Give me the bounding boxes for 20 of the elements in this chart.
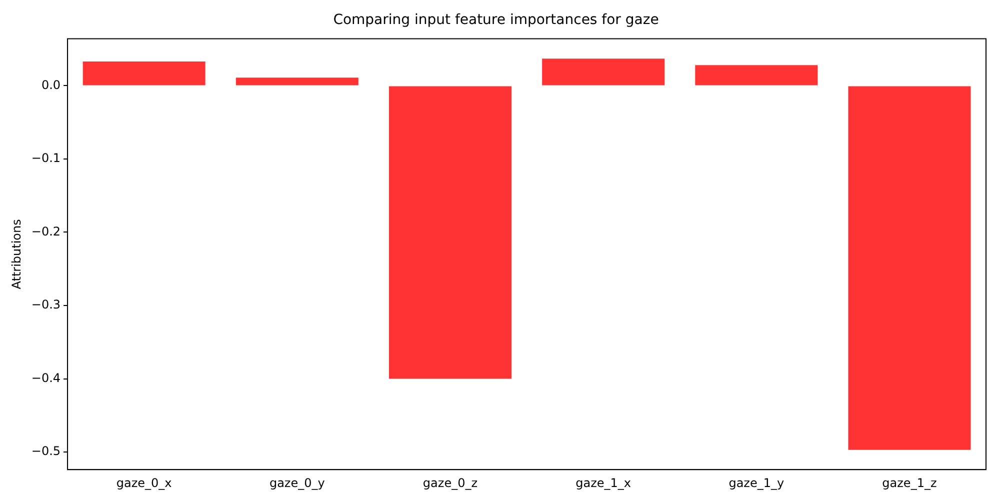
y-tick-label: −0.2 — [31, 224, 61, 238]
x-tick-label: gaze_0_z — [422, 476, 478, 490]
y-axis-title: Attributions — [9, 219, 24, 290]
x-tick-label: gaze_0_x — [116, 476, 172, 490]
y-tick-label: 0.0 — [41, 78, 61, 92]
bar — [82, 62, 206, 86]
bar — [848, 86, 971, 450]
bar — [542, 58, 665, 86]
x-tick-label: gaze_1_x — [576, 476, 632, 490]
y-tick-label: −0.5 — [31, 444, 61, 458]
y-tick-label: −0.4 — [31, 370, 61, 385]
bar — [236, 78, 358, 86]
x-tick-label: gaze_1_y — [728, 476, 784, 490]
bar — [695, 65, 818, 86]
bar — [389, 86, 512, 379]
chart-title: Comparing input feature importances for gaze — [333, 12, 659, 28]
y-tick-label: −0.3 — [31, 298, 61, 312]
y-tick-label: −0.1 — [31, 151, 61, 166]
x-tick-label: gaze_1_z — [882, 476, 937, 490]
x-tick-label: gaze_0_y — [269, 476, 325, 490]
